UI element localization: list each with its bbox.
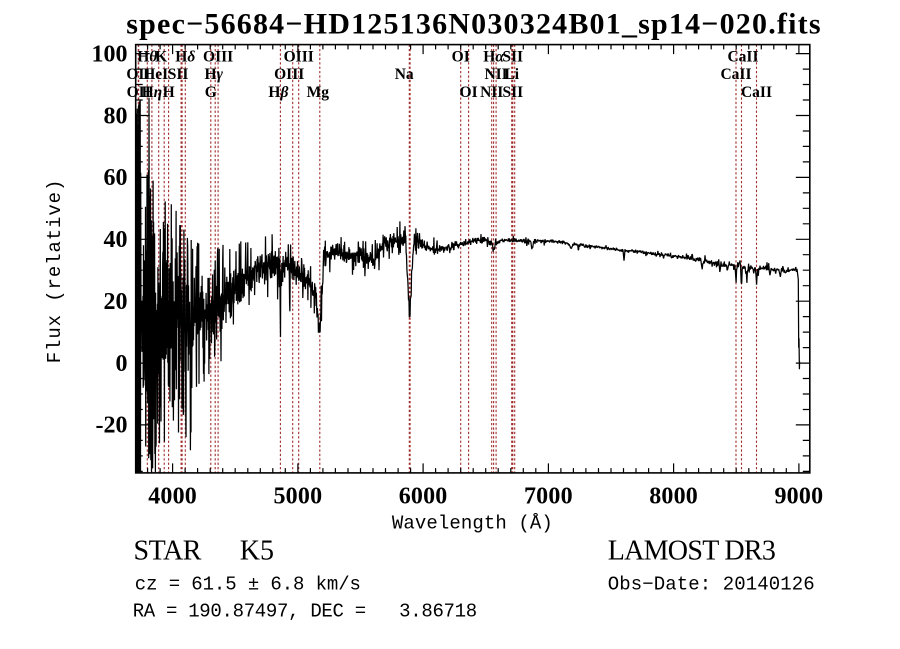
svg-text:OII: OII <box>127 84 151 101</box>
svg-text:CaII: CaII <box>727 49 758 66</box>
svg-text:K5: K5 <box>240 535 274 566</box>
svg-text:100: 100 <box>92 41 128 67</box>
svg-text:7000: 7000 <box>524 484 573 510</box>
svg-text:Hβ: Hβ <box>268 84 288 101</box>
svg-text:4000: 4000 <box>148 484 197 510</box>
svg-text:80: 80 <box>104 103 128 129</box>
svg-text:CaII: CaII <box>720 66 751 83</box>
svg-text:spec−56684−HD125136N030324B01_: spec−56684−HD125136N030324B01_sp14−020.f… <box>126 7 821 40</box>
svg-text:40: 40 <box>104 227 128 253</box>
svg-text:Hδ: Hδ <box>175 49 195 66</box>
svg-text:HeI: HeI <box>143 66 168 83</box>
svg-text:9000: 9000 <box>774 484 823 510</box>
svg-text:SII: SII <box>168 66 189 83</box>
svg-text:20: 20 <box>104 289 128 315</box>
svg-text:Hη: Hη <box>142 84 163 101</box>
svg-text:cz = 61.5 ± 6.8 km/s: cz = 61.5 ± 6.8 km/s <box>135 573 361 595</box>
svg-text:Wavelength (Å): Wavelength (Å) <box>392 513 553 535</box>
svg-text:OIII: OIII <box>203 49 233 66</box>
svg-text:Hγ: Hγ <box>204 66 223 83</box>
svg-text:Obs−Date: 20140126: Obs−Date: 20140126 <box>608 573 815 595</box>
svg-text:G: G <box>205 84 217 101</box>
svg-text:OII: OII <box>126 66 150 83</box>
svg-text:OI: OI <box>460 84 478 101</box>
svg-text:RA = 190.87497, DEC = 3.8671: RA = 190.87497, DEC = 3.86718 <box>133 600 477 622</box>
svg-text:Flux (relative): Flux (relative) <box>44 179 66 364</box>
svg-text:OI: OI <box>452 49 470 66</box>
svg-text:-20: -20 <box>96 413 128 439</box>
svg-text:8000: 8000 <box>649 484 698 510</box>
svg-text:Mg: Mg <box>307 84 330 101</box>
svg-text:OIII: OIII <box>274 66 304 83</box>
svg-text:SII: SII <box>502 49 523 66</box>
svg-text:Li: Li <box>504 66 519 83</box>
svg-text:0: 0 <box>116 351 128 377</box>
svg-text:OIII: OIII <box>284 49 314 66</box>
svg-text:K: K <box>155 49 167 66</box>
svg-text:LAMOST DR3: LAMOST DR3 <box>608 535 776 566</box>
svg-text:60: 60 <box>104 165 128 191</box>
svg-text:6000: 6000 <box>399 484 448 510</box>
svg-text:H: H <box>163 84 175 101</box>
svg-text:Hα: Hα <box>483 49 504 66</box>
svg-text:STAR: STAR <box>134 535 202 566</box>
svg-text:SII: SII <box>502 84 523 101</box>
svg-text:Na: Na <box>395 66 414 83</box>
svg-text:CaII: CaII <box>741 84 772 101</box>
svg-text:5000: 5000 <box>273 484 322 510</box>
svg-text:NII: NII <box>484 66 507 83</box>
svg-text:NII: NII <box>480 84 503 101</box>
svg-text:Hθ: Hθ <box>137 49 157 66</box>
